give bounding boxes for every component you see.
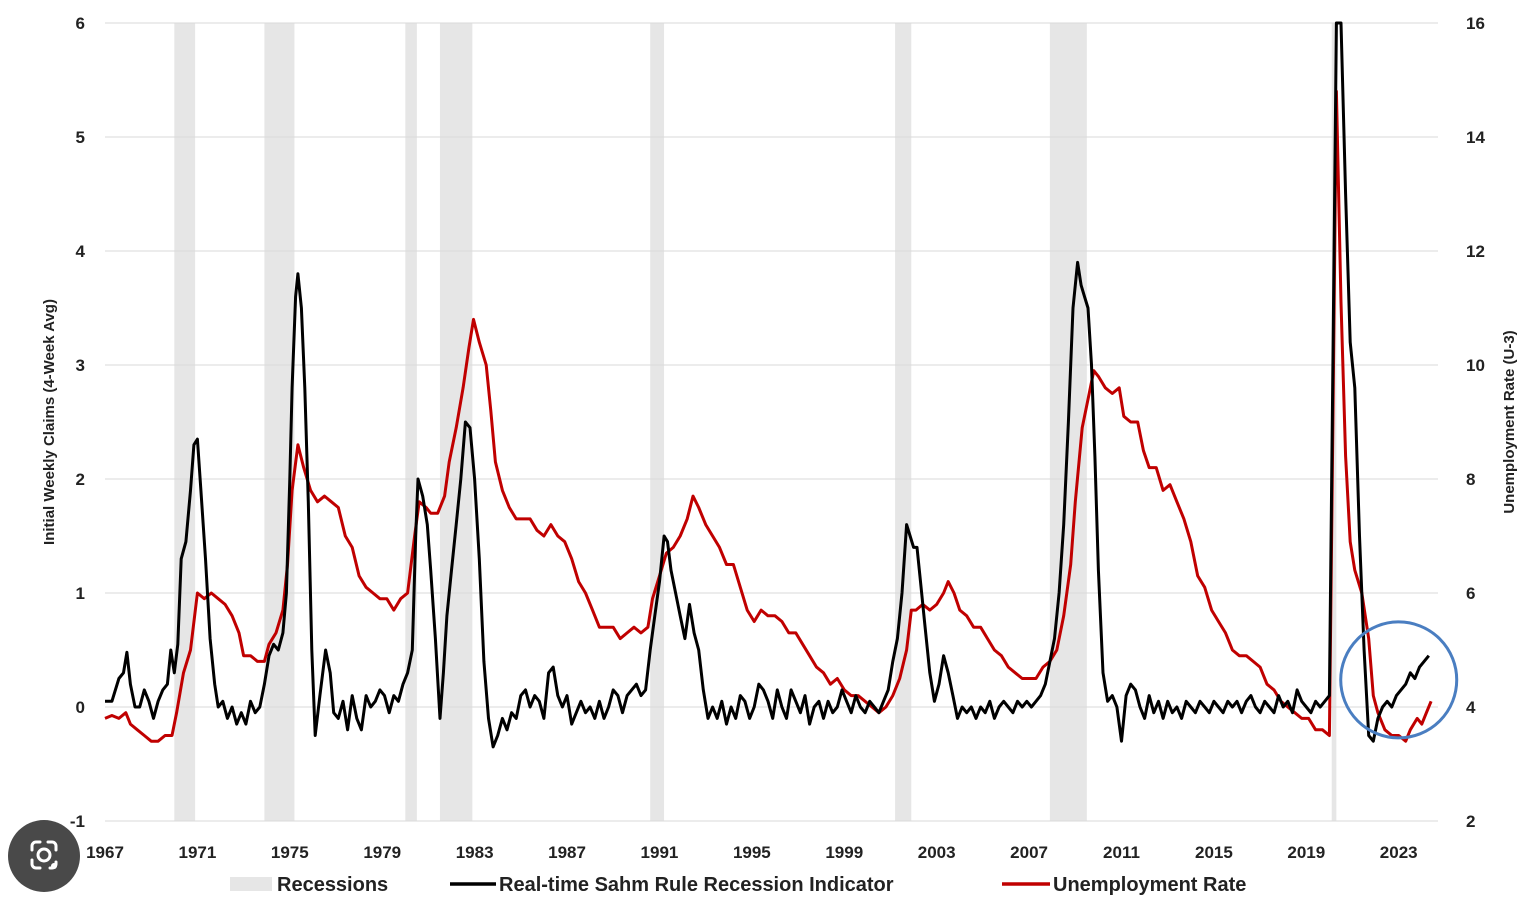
right-tick-label: 8 (1466, 470, 1475, 489)
legend-label-unemployment: Unemployment Rate (1053, 874, 1246, 896)
right-tick-label: 16 (1466, 14, 1485, 33)
x-tick-label: 1983 (456, 843, 494, 862)
x-axis-ticks: 1967 1971 1975 1979 1983 1987 1991 1995 1999 2003… (86, 843, 1418, 862)
legend-swatch-recessions (230, 877, 272, 891)
left-tick-label: 4 (76, 242, 86, 261)
right-tick-label: 4 (1466, 698, 1476, 717)
recession-band-1 (264, 23, 295, 821)
left-tick-label: -1 (70, 812, 85, 831)
x-tick-label: 1999 (825, 843, 863, 862)
legend-label-sahm: Real-time Sahm Rule Recession Indicator (499, 874, 894, 896)
x-tick-label: 1995 (733, 843, 771, 862)
left-axis-title: Initial Weekly Claims (4-Week Avg) (41, 299, 58, 545)
legend: Recessions Real-time Sahm Rule Recession… (230, 874, 1246, 896)
gridlines (105, 22, 1438, 822)
right-axis-title: Unemployment Rate (U-3) (1501, 330, 1518, 513)
x-tick-label: 2011 (1103, 843, 1140, 862)
right-tick-label: 14 (1466, 128, 1485, 147)
x-tick-label: 1975 (271, 843, 309, 862)
x-tick-label: 2023 (1380, 843, 1418, 862)
sahm-indicator-line (105, 21, 1430, 749)
recession-band-4 (650, 23, 665, 821)
x-tick-label: 1971 (178, 843, 216, 862)
x-tick-label: 1991 (641, 843, 679, 862)
right-tick-label: 2 (1466, 812, 1475, 831)
right-tick-label: 6 (1466, 584, 1475, 603)
google-lens-icon (30, 840, 58, 870)
google-lens-button[interactable] (8, 820, 80, 892)
legend-label-recessions: Recessions (277, 874, 388, 896)
x-tick-label: 2007 (1010, 843, 1048, 862)
highlight-ring (1339, 620, 1459, 740)
left-tick-label: 3 (76, 356, 85, 375)
left-tick-label: 1 (76, 584, 85, 603)
left-tick-label: 2 (76, 470, 85, 489)
right-axis-ticks: 16 14 12 10 8 6 4 2 (1466, 14, 1485, 831)
x-tick-label: 1979 (363, 843, 401, 862)
x-tick-label: 2015 (1195, 843, 1233, 862)
series-lines (104, 21, 1433, 749)
left-tick-label: 5 (76, 128, 85, 147)
x-tick-label: 2003 (918, 843, 956, 862)
recession-band-5 (895, 23, 912, 821)
right-tick-label: 10 (1466, 356, 1485, 375)
highlight-circle (1339, 620, 1459, 740)
x-tick-label: 1967 (86, 843, 124, 862)
left-axis-ticks: 6 5 4 3 2 1 0 -1 (70, 14, 86, 831)
x-tick-label: 2019 (1287, 843, 1325, 862)
left-tick-label: 0 (76, 698, 85, 717)
left-tick-label: 6 (76, 14, 85, 33)
right-tick-label: 12 (1466, 242, 1485, 261)
x-tick-label: 1987 (548, 843, 586, 862)
unemployment-rate-line (104, 89, 1433, 743)
recession-band-2 (405, 23, 417, 821)
